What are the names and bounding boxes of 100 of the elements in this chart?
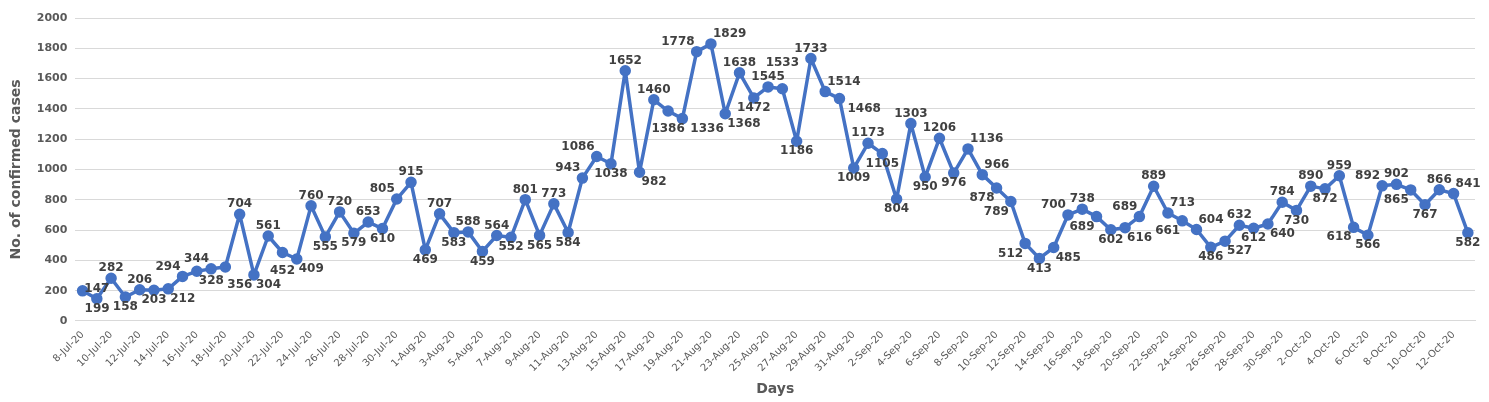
data-label: 789 xyxy=(983,203,1009,218)
data-label: 902 xyxy=(1383,166,1409,181)
data-label: 966 xyxy=(984,156,1010,171)
data-label: 773 xyxy=(541,185,567,200)
y-tick-label: 1200 xyxy=(36,132,68,146)
data-label: 713 xyxy=(1169,195,1195,210)
data-label: 1086 xyxy=(561,138,595,153)
data-label: 1638 xyxy=(722,54,757,69)
data-label: 841 xyxy=(1455,175,1481,190)
data-label: 579 xyxy=(341,235,367,250)
data-label: 328 xyxy=(198,273,224,288)
data-label: 889 xyxy=(1141,168,1167,183)
data-label: 707 xyxy=(427,195,453,210)
data-label: 583 xyxy=(441,234,467,249)
data-label: 653 xyxy=(355,204,381,219)
data-label: 582 xyxy=(1455,234,1481,249)
y-tick-label: 2000 xyxy=(36,10,68,24)
data-label: 700 xyxy=(1040,197,1066,212)
data-label: 604 xyxy=(1198,211,1224,226)
data-label: 1386 xyxy=(651,121,685,136)
data-label: 784 xyxy=(1269,184,1295,199)
data-label: 206 xyxy=(127,271,153,286)
data-label: 865 xyxy=(1383,192,1409,207)
data-label: 1468 xyxy=(847,100,881,115)
data-label: 892 xyxy=(1355,167,1381,182)
data-label: 730 xyxy=(1283,212,1310,227)
data-label: 1303 xyxy=(894,105,928,120)
data-label: 1186 xyxy=(779,143,814,158)
data-label: 584 xyxy=(555,234,581,249)
data-label: 1136 xyxy=(970,131,1004,146)
data-label: 878 xyxy=(969,190,995,205)
data-label: 872 xyxy=(1312,191,1338,205)
y-tick-label: 0 xyxy=(59,313,68,327)
data-label: 486 xyxy=(1198,249,1224,264)
data-label: 950 xyxy=(912,179,938,194)
data-label: 1173 xyxy=(851,125,885,140)
data-label: 199 xyxy=(84,300,110,315)
data-label: 1733 xyxy=(794,40,828,55)
data-label: 602 xyxy=(1098,231,1124,246)
data-label: 469 xyxy=(412,252,438,267)
data-label: 1514 xyxy=(827,73,861,88)
data-label: 1009 xyxy=(837,170,871,185)
y-axis-title: No. of confirmed cases xyxy=(7,79,24,260)
data-label: 485 xyxy=(1055,249,1081,264)
data-label: 959 xyxy=(1326,157,1352,172)
data-label: 304 xyxy=(255,277,281,292)
y-tick-label: 400 xyxy=(44,253,68,267)
data-label: 1368 xyxy=(727,115,761,130)
data-label: 976 xyxy=(941,175,967,190)
data-label: 1652 xyxy=(608,52,642,67)
data-label: 1829 xyxy=(712,26,747,41)
y-tick-label: 800 xyxy=(44,192,68,206)
data-label: 413 xyxy=(1026,260,1052,275)
data-label: 344 xyxy=(184,250,210,265)
data-label: 767 xyxy=(1412,206,1438,221)
data-label: 616 xyxy=(1127,229,1153,244)
data-label: 294 xyxy=(155,258,181,273)
data-label: 552 xyxy=(498,239,524,254)
data-label: 561 xyxy=(255,218,281,233)
data-label: 801 xyxy=(512,181,538,196)
data-label: 1472 xyxy=(737,100,771,115)
data-label: 982 xyxy=(641,174,667,189)
data-label: 632 xyxy=(1226,207,1252,222)
data-label: 555 xyxy=(312,239,338,254)
data-label: 452 xyxy=(269,262,296,277)
data-label: 760 xyxy=(298,187,324,202)
data-label: 566 xyxy=(1355,237,1381,252)
data-label: 689 xyxy=(1112,198,1138,213)
data-label: 158 xyxy=(112,299,138,314)
y-tick-label: 1600 xyxy=(36,71,68,85)
data-label: 1545 xyxy=(751,69,785,84)
data-label: 738 xyxy=(1069,191,1095,206)
data-label: 720 xyxy=(327,194,353,209)
data-label: 212 xyxy=(170,290,196,305)
data-label: 1038 xyxy=(594,165,628,180)
data-label: 805 xyxy=(369,181,395,196)
data-label: 640 xyxy=(1269,226,1295,241)
data-label: 866 xyxy=(1426,171,1452,186)
data-label: 890 xyxy=(1298,168,1324,183)
data-label: 1460 xyxy=(637,81,671,96)
data-label: 618 xyxy=(1326,229,1352,244)
data-label: 1336 xyxy=(690,120,724,135)
y-tick-label: 1000 xyxy=(36,162,68,176)
data-label: 610 xyxy=(369,230,395,245)
y-tick-label: 600 xyxy=(44,222,68,236)
data-label: 1778 xyxy=(661,33,695,48)
data-label: 409 xyxy=(298,261,324,276)
data-label: 689 xyxy=(1069,218,1095,233)
y-tick-label: 1400 xyxy=(36,101,68,115)
data-label: 915 xyxy=(398,164,424,179)
data-label: 943 xyxy=(555,160,581,175)
data-label: 1206 xyxy=(922,120,957,135)
data-label: 564 xyxy=(484,217,510,232)
data-label: 565 xyxy=(527,237,553,252)
data-label: 804 xyxy=(884,201,910,216)
data-label: 704 xyxy=(227,196,253,211)
data-label: 282 xyxy=(98,260,124,275)
data-label: 512 xyxy=(998,245,1024,260)
data-label: 203 xyxy=(141,292,167,307)
data-label: 1533 xyxy=(765,54,800,69)
